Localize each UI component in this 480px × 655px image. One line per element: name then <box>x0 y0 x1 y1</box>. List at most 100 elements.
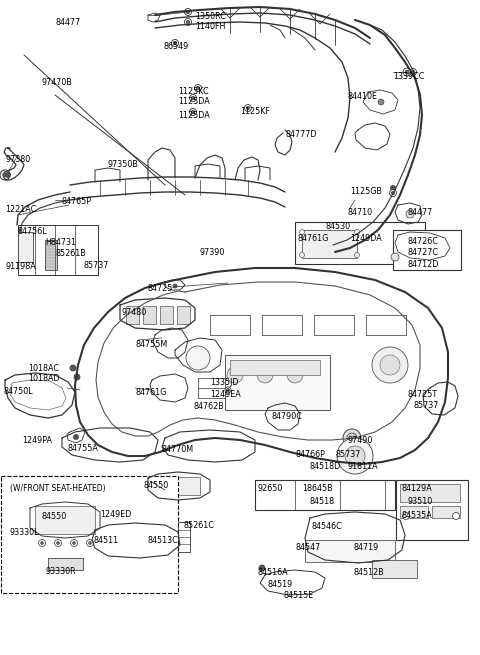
Circle shape <box>257 367 273 383</box>
Bar <box>372 560 417 578</box>
Bar <box>345 448 365 464</box>
Bar <box>400 506 428 518</box>
Circle shape <box>389 189 396 196</box>
Text: 84756L: 84756L <box>18 227 48 236</box>
Text: 97380: 97380 <box>5 155 30 164</box>
Text: 84770M: 84770M <box>161 445 193 454</box>
Text: 85261B: 85261B <box>55 249 86 258</box>
Bar <box>295 222 425 264</box>
Text: 84727C: 84727C <box>408 248 439 257</box>
Bar <box>305 540 395 562</box>
Circle shape <box>57 542 60 544</box>
Circle shape <box>55 540 61 546</box>
Text: 1339CC: 1339CC <box>393 72 424 81</box>
Text: 91198A: 91198A <box>5 262 36 271</box>
Text: 85737: 85737 <box>83 261 108 270</box>
Text: 84530: 84530 <box>325 222 350 231</box>
Bar <box>255 480 395 510</box>
Text: 84725T: 84725T <box>408 390 438 399</box>
Circle shape <box>74 374 80 380</box>
Circle shape <box>38 540 46 546</box>
Text: 1249ED: 1249ED <box>100 510 132 519</box>
Text: 84518D: 84518D <box>310 462 341 471</box>
Circle shape <box>391 185 396 191</box>
Text: 1018AD: 1018AD <box>28 374 60 383</box>
Circle shape <box>73 434 79 440</box>
Bar <box>432 506 460 518</box>
Circle shape <box>347 433 357 443</box>
Text: 85737: 85737 <box>414 401 439 410</box>
Text: 84726C: 84726C <box>408 237 439 246</box>
Text: 1125KC: 1125KC <box>178 87 209 96</box>
Text: 1018AC: 1018AC <box>28 364 59 373</box>
Circle shape <box>171 39 179 47</box>
Circle shape <box>191 110 195 114</box>
Text: 84750L: 84750L <box>3 387 33 396</box>
Text: 92650: 92650 <box>258 484 283 493</box>
Bar <box>155 477 200 495</box>
Circle shape <box>184 18 192 26</box>
Text: 84515E: 84515E <box>283 591 313 600</box>
Circle shape <box>72 542 75 544</box>
Text: (W/FRONT SEAT-HEATED): (W/FRONT SEAT-HEATED) <box>10 484 106 493</box>
Circle shape <box>186 10 190 14</box>
Text: 1249DA: 1249DA <box>350 234 382 243</box>
Text: 91811A: 91811A <box>348 462 379 471</box>
Text: 84790C: 84790C <box>272 412 303 421</box>
Text: 84477: 84477 <box>408 208 433 217</box>
Circle shape <box>40 542 44 544</box>
Circle shape <box>71 540 77 546</box>
Text: 1335JD: 1335JD <box>210 378 239 387</box>
Circle shape <box>0 170 10 180</box>
Text: 97480: 97480 <box>121 308 146 317</box>
Circle shape <box>378 99 384 105</box>
Text: 1125KF: 1125KF <box>240 107 270 116</box>
Bar <box>393 230 461 270</box>
Bar <box>178 522 190 552</box>
Circle shape <box>287 367 303 383</box>
Circle shape <box>405 70 409 74</box>
Bar <box>302 230 357 258</box>
Bar <box>18 225 98 275</box>
Text: 84762B: 84762B <box>193 402 224 411</box>
Text: 18645B: 18645B <box>302 484 333 493</box>
Circle shape <box>345 446 365 466</box>
Text: 84712D: 84712D <box>408 260 439 269</box>
Text: 1221AC: 1221AC <box>5 205 36 214</box>
Text: 93330R: 93330R <box>46 567 77 576</box>
Text: 84547: 84547 <box>295 543 320 552</box>
Text: 84518: 84518 <box>310 497 335 506</box>
Bar <box>48 558 83 570</box>
Circle shape <box>453 512 459 519</box>
Bar <box>160 306 173 324</box>
Text: 97350B: 97350B <box>108 160 139 169</box>
Circle shape <box>191 96 195 100</box>
Bar <box>143 306 156 324</box>
Text: 84755A: 84755A <box>68 444 99 453</box>
Text: 84719: 84719 <box>353 543 378 552</box>
Circle shape <box>173 284 177 288</box>
Text: 97390: 97390 <box>200 248 226 257</box>
Text: 1350RC: 1350RC <box>195 12 226 21</box>
Text: 84511: 84511 <box>93 536 118 545</box>
Circle shape <box>184 9 192 16</box>
Circle shape <box>70 365 76 371</box>
Circle shape <box>343 429 361 447</box>
Circle shape <box>380 355 400 375</box>
Bar <box>396 480 468 540</box>
Text: 84761G: 84761G <box>298 234 329 243</box>
Bar <box>35 506 95 534</box>
Text: 84755M: 84755M <box>136 340 168 349</box>
Circle shape <box>190 109 196 115</box>
Circle shape <box>5 172 11 178</box>
Circle shape <box>403 68 411 76</box>
Bar <box>400 484 460 502</box>
Text: 84761G: 84761G <box>136 388 168 397</box>
Text: 84550: 84550 <box>42 512 67 521</box>
Circle shape <box>86 540 94 546</box>
Circle shape <box>186 346 210 370</box>
Circle shape <box>409 69 417 75</box>
Circle shape <box>196 86 200 90</box>
Text: 84550: 84550 <box>144 481 169 490</box>
Text: 84516A: 84516A <box>258 568 288 577</box>
